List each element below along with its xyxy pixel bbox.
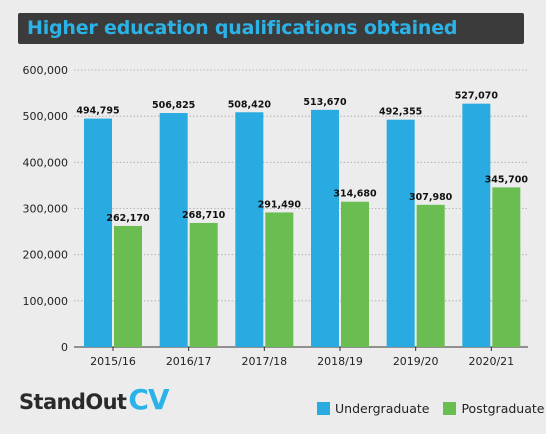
data-label: 527,070 (455, 91, 499, 102)
legend-label-postgraduate: Postgraduate (461, 401, 545, 416)
x-tick-label: 2020/21 (468, 355, 514, 368)
legend-swatch-undergraduate (317, 402, 330, 415)
data-label: 307,980 (409, 192, 453, 203)
title-bar: Higher education qualifications obtained (18, 13, 524, 44)
x-tick-label: 2016/17 (166, 355, 212, 368)
data-label: 268,710 (182, 210, 226, 221)
y-tick-label: 600,000 (23, 64, 69, 77)
postgraduate-bar (189, 222, 218, 347)
standout-cv-logo: StandOutCV (19, 383, 170, 416)
x-tick-label: 2018/19 (317, 355, 363, 368)
postgraduate-bar (416, 204, 445, 347)
data-label: 345,700 (485, 174, 529, 185)
data-label: 508,420 (228, 99, 272, 110)
y-tick-label: 400,000 (23, 156, 69, 169)
y-tick-label: 200,000 (23, 249, 69, 262)
legend-label-undergraduate: Undergraduate (335, 401, 430, 416)
y-tick-label: 0 (61, 341, 68, 354)
x-tick-label: 2019/20 (393, 355, 439, 368)
undergraduate-bar (386, 119, 415, 347)
undergraduate-bar (311, 109, 339, 347)
data-label: 291,490 (258, 199, 302, 210)
y-tick-label: 500,000 (23, 110, 69, 123)
data-label: 492,355 (379, 107, 422, 118)
undergraduate-bar (84, 118, 112, 347)
chart-title: Higher education qualifications obtained (27, 17, 458, 39)
legend-item-postgraduate: Postgraduate (443, 401, 544, 416)
legend-swatch-postgraduate (443, 402, 457, 415)
postgraduate-bar (341, 201, 369, 347)
postgraduate-bar (265, 212, 294, 347)
data-label: 314,680 (333, 189, 377, 200)
data-label: 494,795 (76, 106, 119, 117)
undergraduate-bar (159, 113, 188, 347)
postgraduate-bar (114, 225, 142, 347)
logo-main-text: StandOut (19, 390, 127, 414)
x-tick-label: 2017/18 (241, 355, 287, 368)
legend-item-undergraduate: Undergraduate (317, 401, 429, 416)
data-label: 513,670 (303, 97, 347, 108)
data-label: 262,170 (106, 213, 150, 224)
y-tick-label: 100,000 (23, 295, 69, 308)
y-tick-label: 300,000 (23, 203, 69, 216)
data-label: 506,825 (152, 100, 195, 111)
undergraduate-bar (235, 112, 264, 347)
logo-accent-text: CV (128, 383, 169, 416)
postgraduate-bar (492, 187, 521, 347)
legend: Undergraduate Postgraduate (317, 401, 544, 416)
x-tick-label: 2015/16 (90, 355, 136, 368)
undergraduate-bar (462, 103, 491, 348)
